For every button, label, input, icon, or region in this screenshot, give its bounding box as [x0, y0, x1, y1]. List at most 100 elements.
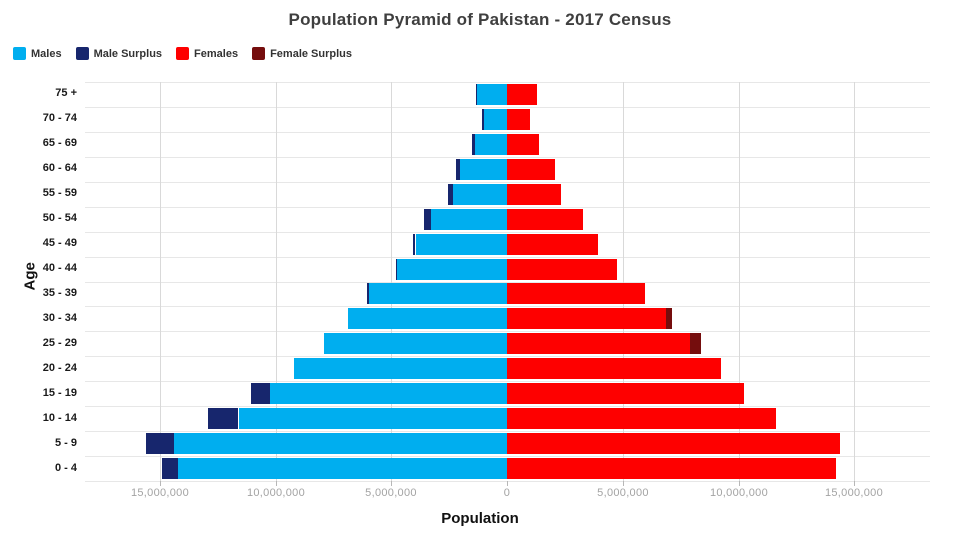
bar-females-60-64[interactable]	[507, 159, 555, 180]
legend-label: Males	[31, 47, 62, 60]
bar-females-20-24[interactable]	[507, 358, 722, 379]
bar-males-5-9[interactable]	[173, 433, 507, 454]
bar-males-35-39[interactable]	[369, 283, 507, 304]
x-axis-tick-label: 5,000,000	[365, 487, 417, 499]
horizontal-gridline	[85, 232, 930, 233]
vertical-gridline	[623, 82, 624, 481]
horizontal-gridline	[85, 182, 930, 183]
horizontal-gridline	[85, 331, 930, 332]
x-axis-tick	[160, 481, 161, 486]
age-group-label: 20 - 24	[42, 362, 77, 374]
x-axis-tick	[391, 481, 392, 486]
age-group-label: 40 - 44	[42, 262, 77, 274]
bar-females-70-74[interactable]	[507, 109, 531, 130]
horizontal-gridline	[85, 306, 930, 307]
vertical-gridline	[276, 82, 277, 481]
age-group-label: 75 +	[55, 87, 77, 99]
x-axis-tick	[739, 481, 740, 486]
bar-male-surplus-50-54[interactable]	[423, 209, 431, 230]
bar-male-surplus-5-9[interactable]	[145, 433, 174, 454]
vertical-gridline	[391, 82, 392, 481]
vertical-gridline	[854, 82, 855, 481]
bar-male-surplus-35-39[interactable]	[366, 283, 370, 304]
age-group-label: 30 - 34	[42, 312, 77, 324]
horizontal-gridline	[85, 132, 930, 133]
bar-female-surplus-30-34[interactable]	[665, 308, 673, 329]
bar-males-0-4[interactable]	[178, 458, 507, 479]
age-group-label: 25 - 29	[42, 337, 77, 349]
legend-item-female-surplus: Female Surplus	[252, 47, 352, 60]
plot-area	[85, 82, 930, 482]
horizontal-gridline	[85, 282, 930, 283]
bar-females-15-19[interactable]	[507, 383, 745, 404]
age-group-label: 65 - 69	[42, 137, 77, 149]
x-axis-tick-label: 5,000,000	[597, 487, 649, 499]
bar-males-45-49[interactable]	[415, 234, 507, 255]
bar-female-surplus-25-29[interactable]	[689, 333, 702, 354]
bar-males-65-69[interactable]	[474, 134, 507, 155]
bar-females-30-34[interactable]	[507, 308, 666, 329]
bar-male-surplus-70-74[interactable]	[481, 109, 484, 130]
bar-males-20-24[interactable]	[294, 358, 507, 379]
bar-males-50-54[interactable]	[430, 209, 507, 230]
bar-females-5-9[interactable]	[507, 433, 841, 454]
bar-females-35-39[interactable]	[507, 283, 645, 304]
x-axis-title: Population	[441, 510, 519, 527]
vertical-gridline	[160, 82, 161, 481]
bar-males-25-29[interactable]	[324, 333, 507, 354]
bar-male-surplus-0-4[interactable]	[162, 458, 179, 479]
bar-male-surplus-10-14[interactable]	[208, 408, 239, 429]
bar-male-surplus-60-64[interactable]	[456, 159, 460, 180]
bar-male-surplus-55-59[interactable]	[448, 184, 453, 205]
bar-males-15-19[interactable]	[269, 383, 507, 404]
horizontal-gridline	[85, 381, 930, 382]
bar-females-40-44[interactable]	[507, 259, 617, 280]
legend-item-females: Females	[176, 47, 238, 60]
age-group-label: 35 - 39	[42, 287, 77, 299]
bar-females-0-4[interactable]	[507, 458, 836, 479]
bar-females-65-69[interactable]	[507, 134, 540, 155]
bar-males-10-14[interactable]	[238, 408, 507, 429]
horizontal-gridline	[85, 157, 930, 158]
age-group-label: 55 - 59	[42, 187, 77, 199]
horizontal-gridline	[85, 82, 930, 83]
horizontal-gridline	[85, 431, 930, 432]
bar-males-60-64[interactable]	[459, 159, 507, 180]
bar-females-75+[interactable]	[507, 84, 538, 105]
legend-swatch-icon	[176, 47, 190, 60]
legend-swatch-icon	[13, 47, 26, 60]
x-axis-tick-label: 15,000,000	[824, 487, 884, 499]
bar-males-70-74[interactable]	[483, 109, 507, 130]
legend-item-male-surplus: Male Surplus	[75, 47, 162, 60]
age-group-label: 5 - 9	[54, 437, 77, 449]
bar-females-50-54[interactable]	[507, 209, 584, 230]
horizontal-gridline	[85, 356, 930, 357]
legend-item-males: Males	[13, 47, 62, 60]
bar-females-25-29[interactable]	[507, 333, 690, 354]
horizontal-gridline	[85, 257, 930, 258]
bar-males-30-34[interactable]	[348, 308, 507, 329]
bar-females-55-59[interactable]	[507, 184, 562, 205]
bar-male-surplus-40-44[interactable]	[395, 259, 398, 280]
age-group-label: 70 - 74	[42, 112, 77, 124]
age-group-label: 10 - 14	[42, 412, 77, 424]
bar-males-75+[interactable]	[476, 84, 507, 105]
legend: Males Male Surplus Females Female Surplus	[13, 47, 352, 60]
horizontal-gridline	[85, 406, 930, 407]
bar-males-55-59[interactable]	[452, 184, 507, 205]
bar-females-10-14[interactable]	[507, 408, 776, 429]
bar-male-surplus-75+[interactable]	[475, 84, 477, 105]
legend-label: Females	[194, 47, 239, 60]
chart-title: Population Pyramid of Pakistan - 2017 Ce…	[288, 10, 672, 29]
bar-males-40-44[interactable]	[397, 259, 507, 280]
bar-females-45-49[interactable]	[507, 234, 599, 255]
legend-swatch-icon	[252, 47, 266, 60]
horizontal-gridline	[85, 207, 930, 208]
x-axis-tick	[276, 481, 277, 486]
y-axis-labels: 75 + 70 - 74 65 - 69 60 - 64 55 - 59 50 - 54 4…	[0, 82, 77, 481]
bar-male-surplus-65-69[interactable]	[472, 134, 475, 155]
bar-male-surplus-15-19[interactable]	[251, 383, 270, 404]
bar-male-surplus-45-49[interactable]	[413, 234, 416, 255]
x-axis-tick-label: 10,000,000	[246, 487, 306, 499]
x-axis-tick	[623, 481, 624, 486]
